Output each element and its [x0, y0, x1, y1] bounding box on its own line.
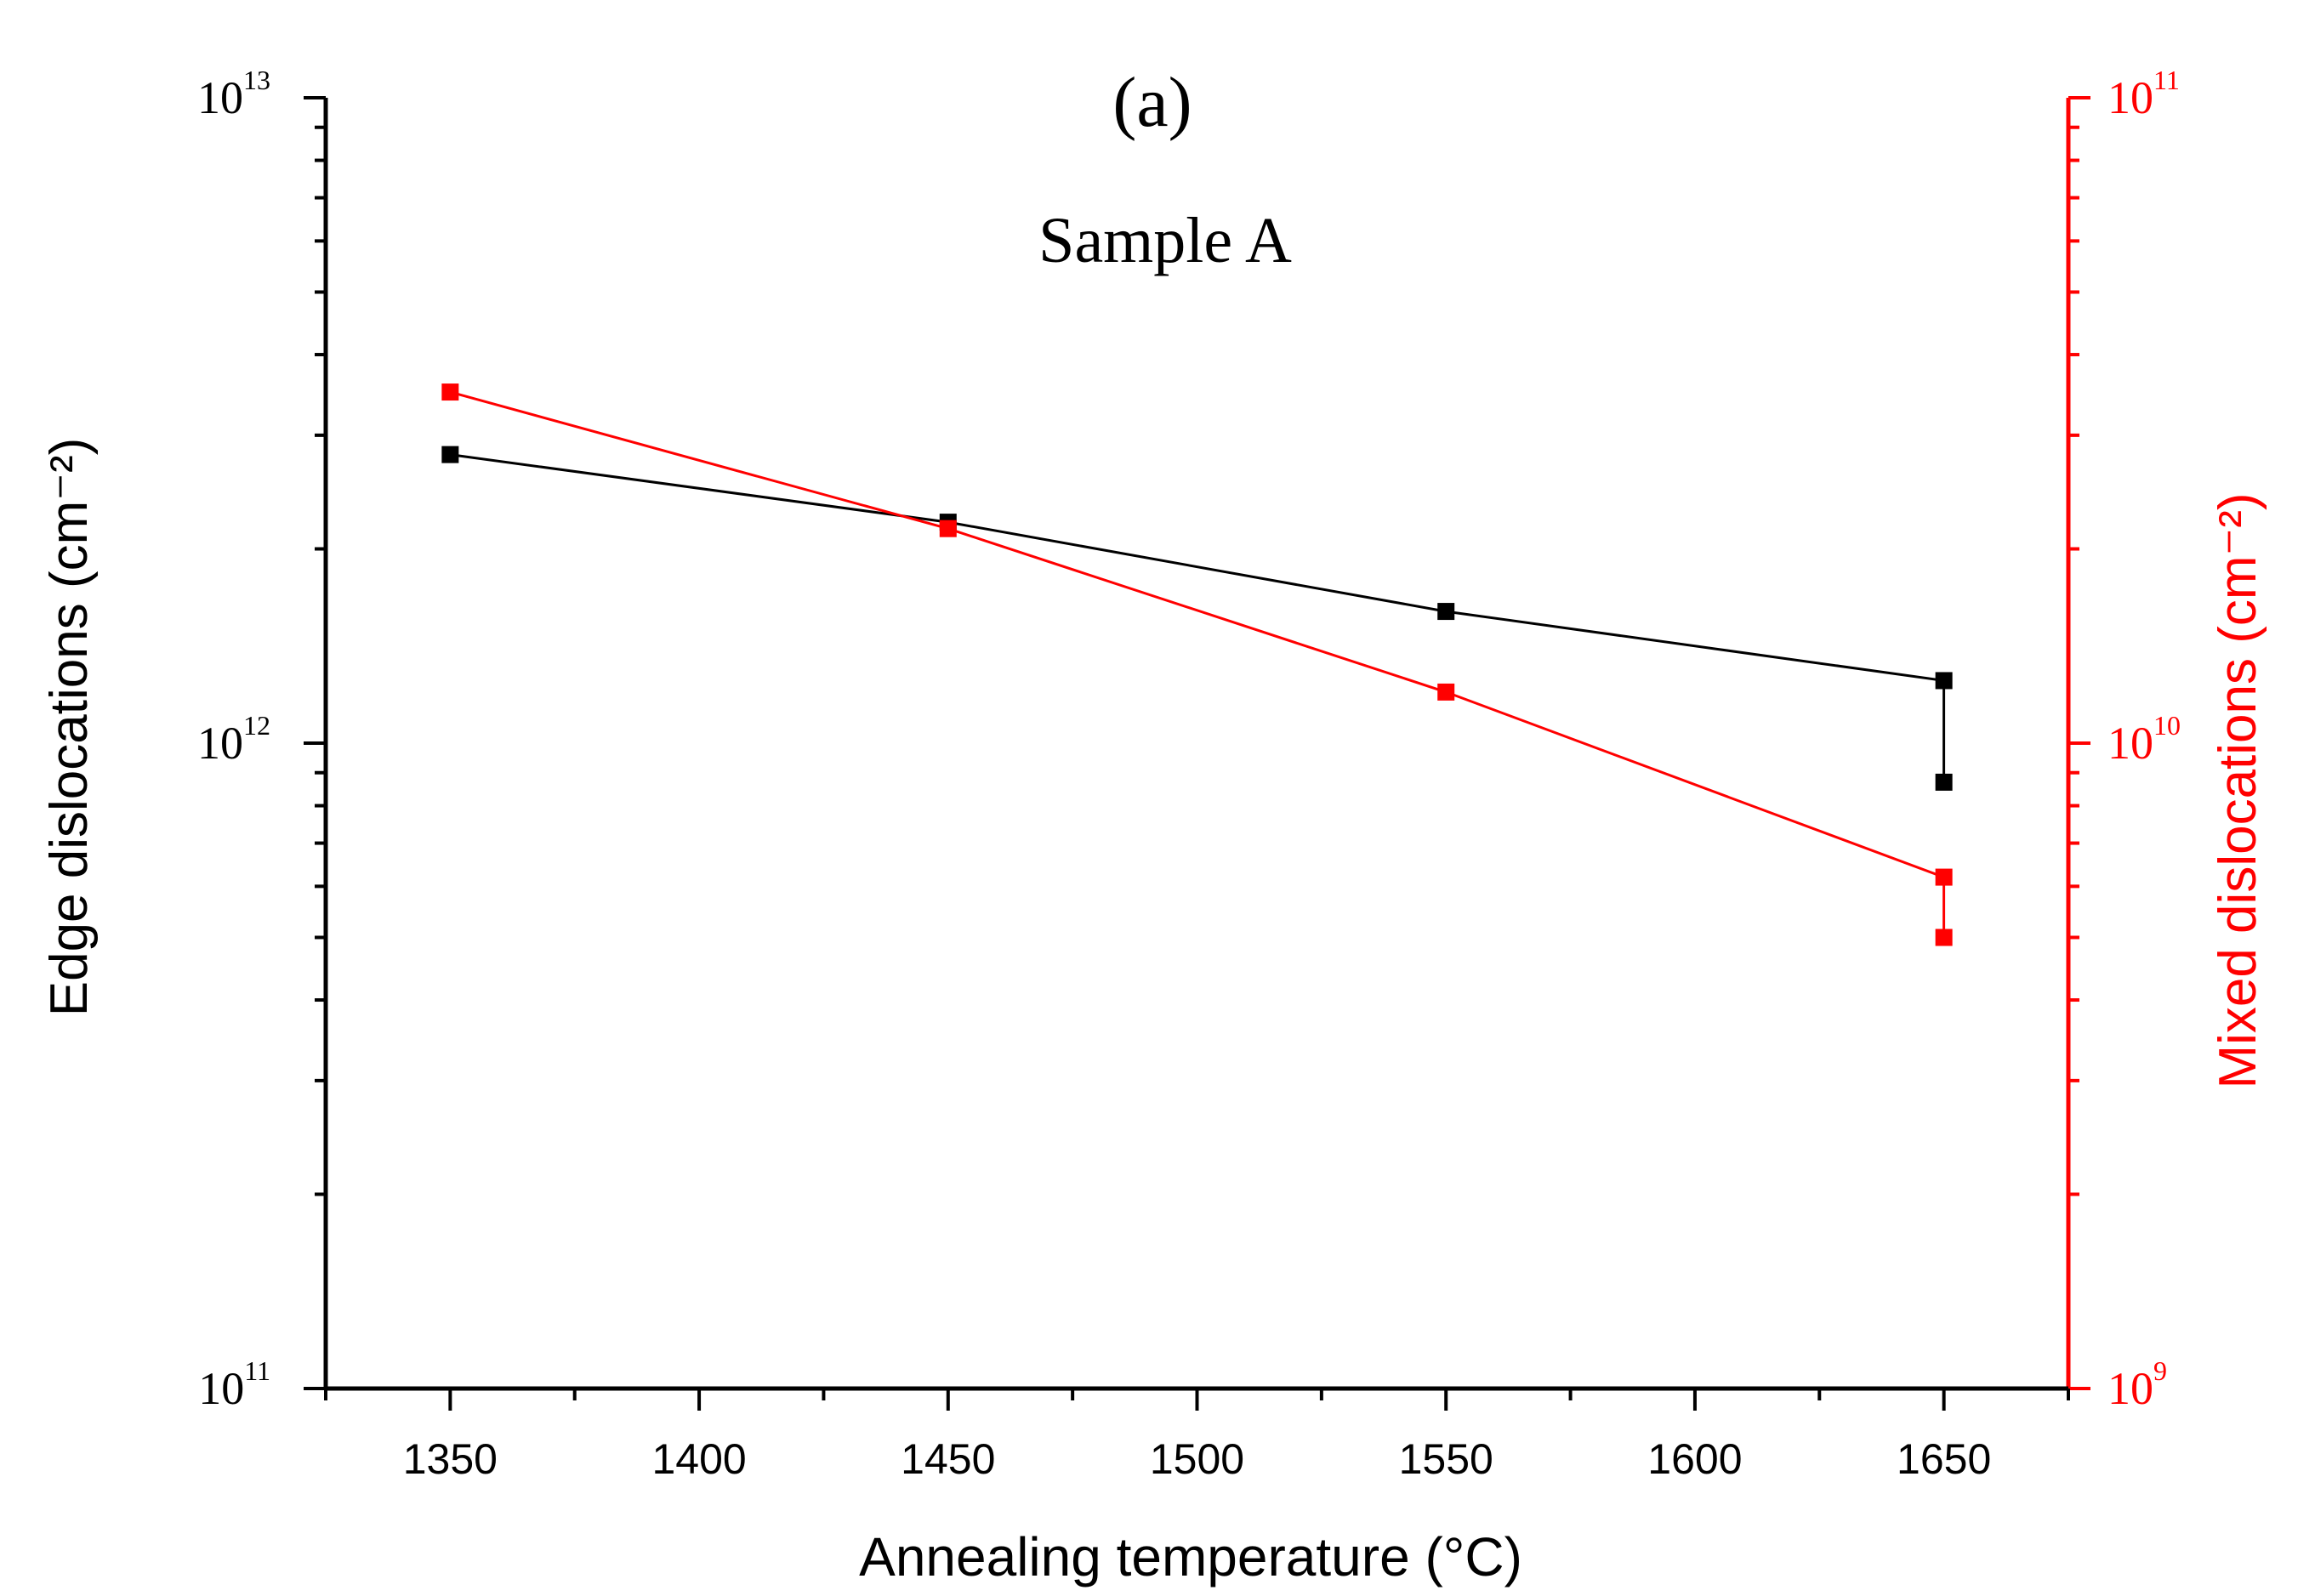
right-tick-label-base: 10 [2107, 1363, 2153, 1414]
chart-title: Sample A [1038, 205, 1292, 276]
series-line [450, 453, 1946, 782]
data-point [1935, 773, 1953, 791]
left-tick-label: 1012 [197, 710, 270, 769]
series-mixed [441, 383, 1953, 946]
x-axis: 1350 1400 1450 1500 1550 1600 1650 [324, 1386, 2070, 1483]
data-point [1437, 603, 1455, 621]
series-line [450, 390, 1946, 938]
right-tick-label: 1011 [2107, 65, 2180, 123]
panel-label: (a) [1112, 63, 1192, 142]
x-tick-label: 1350 [403, 1435, 498, 1483]
right-tick-label-exponent: 9 [2153, 1355, 2167, 1386]
x-tick-label: 1500 [1150, 1435, 1244, 1483]
left-tick-label-base: 10 [197, 72, 243, 123]
right-axis-label: Mixed dislocations (cm⁻²) [2209, 492, 2267, 1088]
x-tick-label: 1450 [901, 1435, 995, 1483]
right-tick-label-exponent: 10 [2153, 710, 2181, 741]
x-axis-label: Annealing temperature (°C) [859, 1526, 1522, 1587]
right-tick-label: 109 [2107, 1355, 2167, 1414]
right-tick-label-base: 10 [2107, 72, 2153, 123]
data-point [1437, 683, 1455, 701]
left-tick-label-base: 10 [197, 718, 243, 769]
right-tick-label-exponent: 11 [2153, 65, 2180, 95]
left-tick-label: 1011 [198, 1355, 270, 1414]
right-tick-label: 1010 [2107, 710, 2181, 769]
series-layer [441, 383, 1953, 946]
left-tick-label-base: 10 [198, 1363, 244, 1414]
x-tick-label: 1650 [1897, 1435, 1991, 1483]
x-tick-label: 1400 [651, 1435, 746, 1483]
left-tick-label-exponent: 12 [243, 710, 270, 741]
left-axis-label: Edge dislocations (cm⁻²) [40, 438, 99, 1017]
data-point [939, 520, 957, 537]
data-point [1935, 868, 1953, 886]
data-point [1935, 672, 1953, 690]
x-tick-label: 1550 [1399, 1435, 1493, 1483]
left-tick-label: 1013 [197, 65, 270, 123]
data-point [1935, 929, 1953, 946]
series-edge [441, 446, 1953, 791]
x-tick-label: 1600 [1647, 1435, 1742, 1483]
left-tick-label-exponent: 11 [244, 1355, 270, 1386]
right-tick-label-base: 10 [2107, 718, 2153, 769]
data-point [441, 383, 459, 401]
left-tick-label-exponent: 13 [243, 65, 270, 95]
data-point [441, 446, 459, 463]
